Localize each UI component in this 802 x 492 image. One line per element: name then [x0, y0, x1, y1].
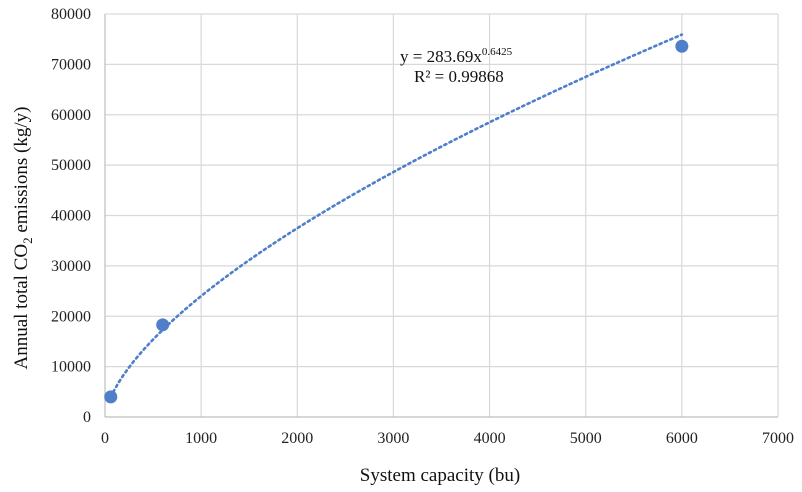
data-point-0-1 [156, 318, 170, 332]
y-tick-label-0: 0 [83, 409, 91, 426]
y-axis-title-prefix: Annual total CO [11, 244, 32, 370]
tick-labels: 0 1000 2000 3000 4000 5000 6000 700001000020000… [51, 6, 794, 447]
y-tick-label-4: 40000 [51, 208, 91, 225]
x-tick-label-1: 1000 [185, 430, 217, 447]
data-point-0-0 [104, 390, 118, 404]
x-tick-label-5: 5000 [570, 430, 602, 447]
data-points [104, 39, 689, 404]
power-trendline [109, 33, 684, 399]
y-tick-label-5: 50000 [51, 157, 91, 174]
x-tick-label-4: 4000 [474, 430, 506, 447]
x-tick-label-3: 3000 [377, 430, 409, 447]
grid-lines [105, 13, 779, 417]
trendline-equation: y = 283.69x0.6425 [400, 46, 513, 66]
y-tick-label-6: 60000 [51, 107, 91, 124]
y-tick-label-2: 20000 [51, 308, 91, 325]
y-tick-label-7: 70000 [51, 56, 91, 73]
y-tick-label-3: 30000 [51, 258, 91, 275]
trendline-exponent: 0.6425 [482, 46, 513, 58]
y-axis-title-subscript: 2 [20, 237, 35, 244]
x-tick-label-2: 2000 [281, 430, 313, 447]
x-tick-label-7: 7000 [762, 430, 794, 447]
y-tick-label-1: 10000 [51, 359, 91, 376]
y-tick-label-8: 80000 [51, 6, 91, 23]
x-axis-title: System capacity (bu) [360, 465, 520, 486]
trendline-equation-text: y = 283.69x [400, 47, 482, 66]
trendline-layer [109, 33, 684, 399]
data-point-0-2 [675, 39, 689, 53]
y-axis-title-suffix: emissions (kg/y) [11, 107, 32, 238]
y-axis-title: Annual total CO2 emissions (kg/y) [11, 107, 35, 370]
x-tick-label-0: 0 [101, 430, 109, 447]
r-squared-label: R² = 0.99868 [414, 67, 504, 86]
axes [104, 14, 778, 418]
x-tick-label-6: 6000 [666, 430, 698, 447]
